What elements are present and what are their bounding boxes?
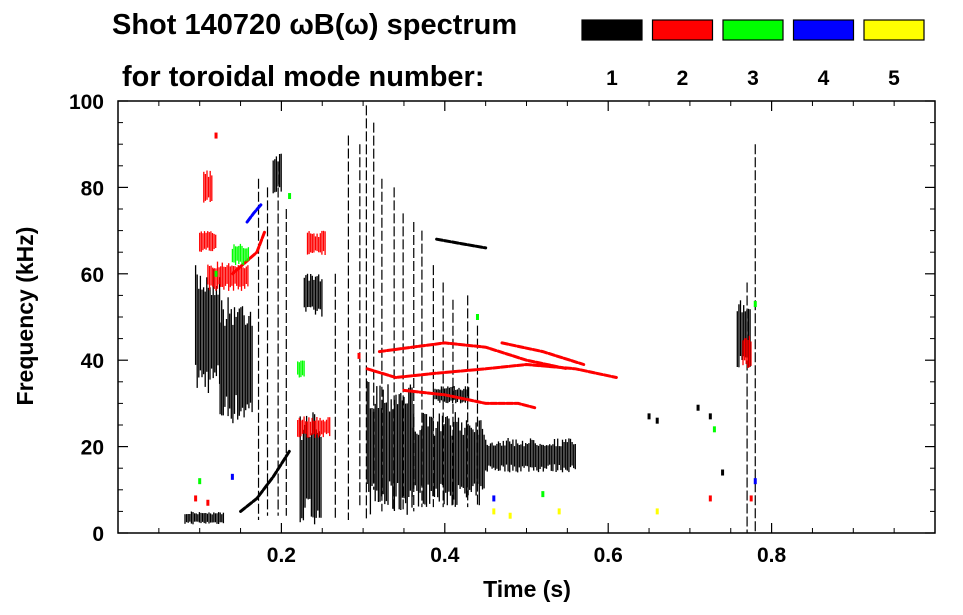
series-1 (184, 105, 756, 533)
legend-swatch-1 (581, 19, 643, 41)
series-4-point (230, 473, 234, 480)
series-1-region (366, 381, 413, 515)
legend-label-5: 5 (888, 67, 900, 90)
series-1-point (647, 413, 651, 420)
series-1-point (721, 469, 725, 476)
series-5-point (557, 508, 561, 515)
series-2-point (708, 495, 712, 502)
legend-label-1: 1 (606, 67, 618, 90)
series-2-region (199, 231, 217, 252)
series-1-region (303, 273, 323, 317)
x-tick-label: 0.6 (594, 544, 623, 567)
series-3 (198, 193, 757, 498)
series-1-region (184, 511, 225, 525)
legend-swatch-4 (792, 19, 855, 41)
x-tick-label: 0.4 (430, 544, 460, 567)
x-axis-title: Time (s) (483, 576, 571, 602)
series-1-curve (435, 237, 488, 250)
series-2-region (297, 416, 331, 438)
series-5-point (508, 512, 512, 519)
x-tick-label: 0.8 (757, 544, 787, 567)
series-2-point (749, 495, 753, 502)
series-3-point (475, 314, 479, 320)
series-2-point (194, 495, 198, 502)
legend-label-3: 3 (747, 67, 759, 90)
series-1-region (299, 412, 322, 525)
series-1-point (655, 417, 659, 424)
series-4-curve (245, 203, 263, 224)
series-5 (492, 508, 659, 519)
y-tick-label: 80 (81, 177, 104, 200)
series-2-region (742, 335, 752, 368)
legend-label-4: 4 (818, 67, 830, 90)
chart-subtitle: for toroidal mode number: (122, 61, 485, 93)
series-2-region (203, 170, 213, 203)
series-1-region (736, 300, 751, 368)
series-4 (230, 203, 757, 502)
series-2-curve (365, 362, 618, 380)
y-tick-label: 0 (92, 523, 104, 546)
series-2-curve (230, 229, 267, 276)
series-1-region (194, 265, 221, 393)
series-3-point (753, 301, 757, 308)
series-2-region (306, 230, 326, 255)
series-2-curve (402, 388, 537, 410)
legend-swatch-5 (863, 19, 925, 41)
series-4-point (753, 478, 757, 485)
y-axis-title: Frequency (kHz) (12, 227, 38, 406)
series-3-point (541, 491, 545, 498)
y-tick-label: 100 (69, 91, 104, 114)
series-1-region (219, 297, 253, 424)
series-1-curve (239, 449, 292, 513)
x-tick-label: 0.2 (267, 544, 296, 567)
axes: 0.2 0.4 0.6 0.8 0 20 40 60 80 100 (69, 91, 935, 567)
series-3-region (231, 243, 250, 266)
series-3-point (712, 426, 716, 433)
series-2-curve (377, 341, 569, 371)
series-3-point (214, 270, 218, 277)
plot-area (184, 105, 757, 533)
series-2-point (357, 352, 361, 359)
legend-swatch-2 (651, 19, 714, 41)
y-tick-label: 20 (81, 437, 104, 460)
series-5-point (655, 508, 659, 515)
series-2 (194, 132, 753, 506)
series-3-region (297, 360, 305, 378)
series-5-point (492, 508, 496, 515)
series-1-region (485, 438, 576, 473)
series-1-point (696, 404, 700, 411)
series-1-point (708, 413, 712, 420)
y-tick-label: 60 (81, 264, 104, 287)
series-1-region (411, 412, 485, 507)
y-tick-label: 40 (81, 350, 104, 373)
series-2-point (214, 132, 218, 139)
series-3-point (288, 193, 292, 200)
legend-label-2: 2 (677, 67, 689, 90)
chart-title: Shot 140720 ωB(ω) spectrum (112, 9, 517, 41)
series-4-point (492, 495, 496, 502)
legend-swatch-3 (722, 19, 784, 41)
series-1-region (272, 153, 282, 194)
series-3-point (198, 478, 202, 485)
legend: 1 2 3 4 5 (581, 19, 925, 90)
series-2-point (206, 499, 210, 506)
series-2-curve (500, 341, 586, 366)
